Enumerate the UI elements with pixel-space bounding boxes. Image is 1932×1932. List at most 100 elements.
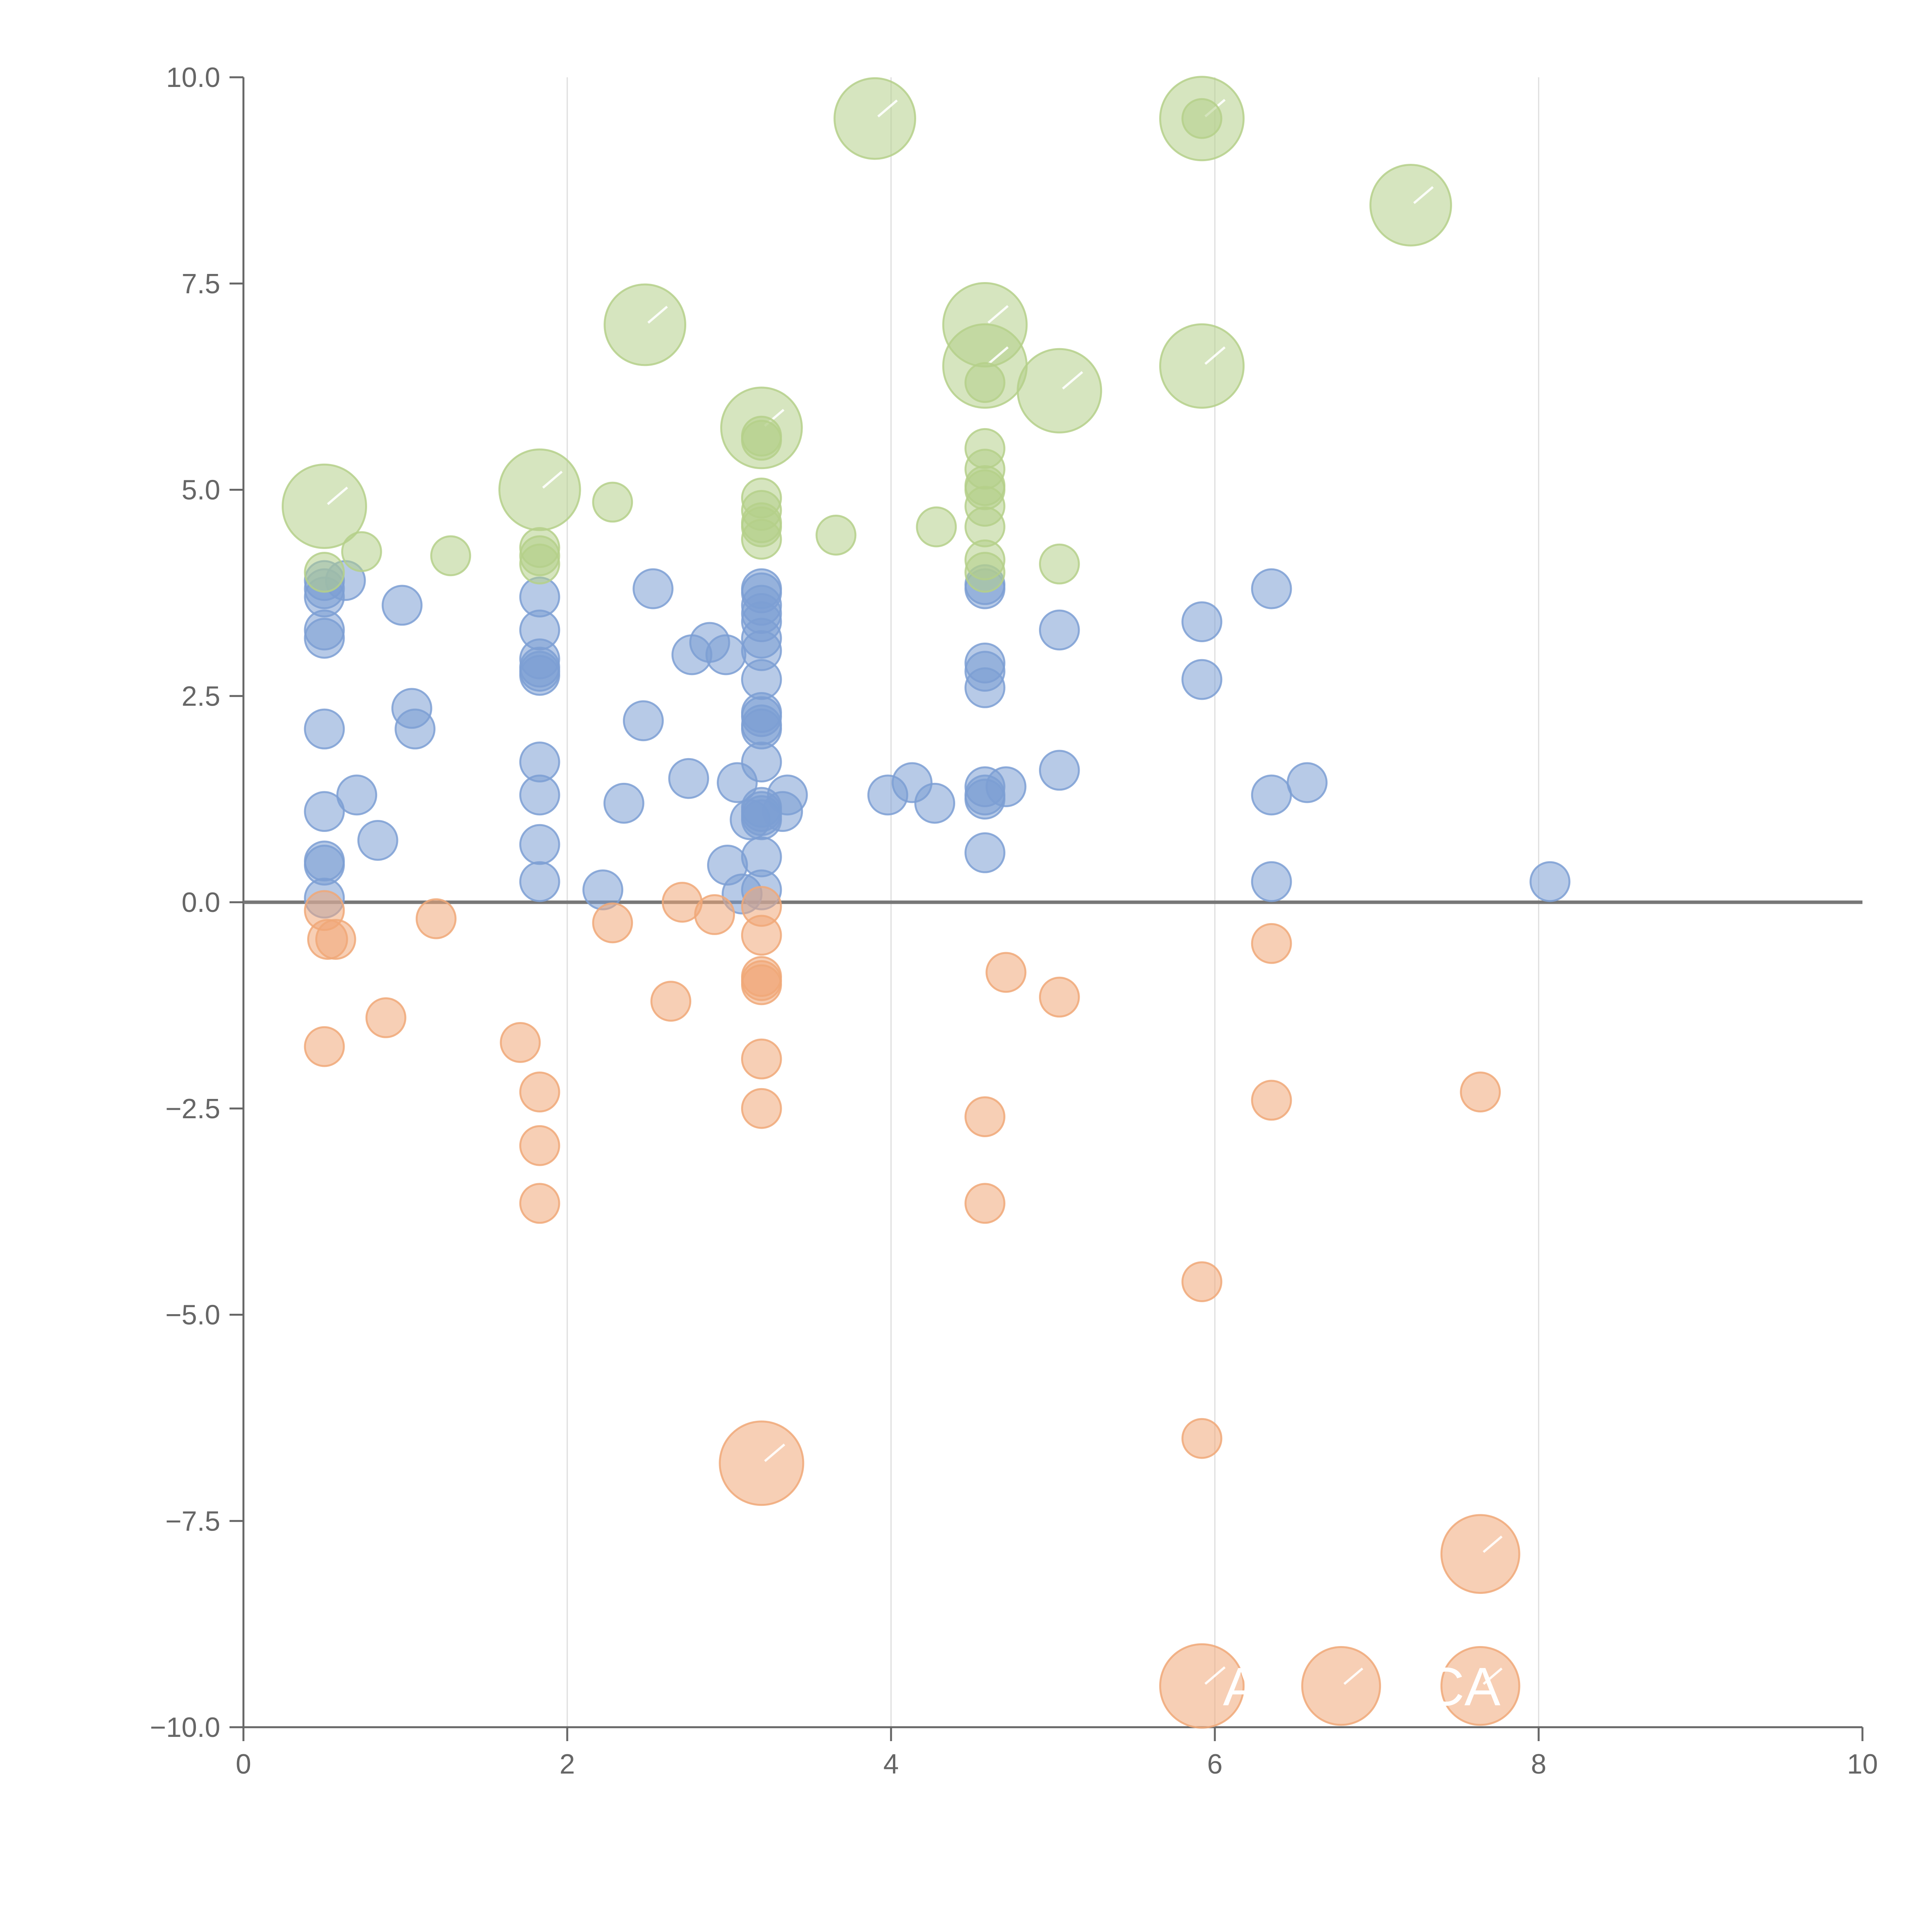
- bubble-point: [741, 420, 782, 461]
- bubble-leader-line: [987, 346, 1009, 365]
- y-tick-label: −10.0: [150, 1712, 220, 1743]
- bubble-point: [741, 1038, 782, 1080]
- y-tick-label: 0.0: [182, 887, 220, 918]
- bubble-point: [1440, 1514, 1520, 1594]
- bubble-point: [815, 515, 857, 556]
- bubble-point: [964, 832, 1005, 873]
- bubble-point: [304, 1026, 345, 1067]
- bubble-point: [1039, 750, 1080, 791]
- bubble-point: [381, 585, 423, 626]
- bubble-leader-line: [1204, 1666, 1226, 1685]
- bubble-leader-line: [327, 486, 348, 505]
- bubble-point: [304, 791, 345, 832]
- bubble-point: [519, 1183, 560, 1224]
- bubble-leader-line: [1483, 1667, 1503, 1685]
- bubble-point: [985, 952, 1027, 993]
- bubble-point: [1460, 1071, 1501, 1112]
- bubble-point: [415, 898, 457, 939]
- bubble-leader-line: [877, 99, 898, 117]
- bubble-point: [1181, 659, 1223, 700]
- bubble-point: [519, 655, 560, 696]
- bubble-point: [315, 919, 356, 960]
- bubble-point: [341, 531, 382, 572]
- bubble-leader-line: [1062, 371, 1083, 390]
- x-tick-label: 2: [560, 1749, 575, 1780]
- bubble-point: [519, 774, 560, 816]
- bubble-point: [767, 774, 808, 816]
- bubble-point: [964, 552, 1005, 593]
- bubble-point: [1529, 861, 1571, 902]
- bubble-point: [1286, 762, 1328, 803]
- bubble-point: [395, 708, 436, 750]
- bubble-point: [1159, 1643, 1245, 1729]
- bubble-point: [519, 861, 560, 902]
- bubble-point: [365, 997, 406, 1038]
- bubble-point: [1251, 568, 1292, 609]
- bubble-point: [668, 758, 709, 799]
- bubble-point: [1251, 923, 1292, 964]
- bubble-point: [1181, 1418, 1223, 1459]
- bubble-point: [985, 766, 1027, 807]
- axis-layer: −10.0 −7.5 −5.0 −2.5 0.0 2.5 5.0 7.5 10.0 0 2 4 6 8 10: [150, 62, 1878, 1780]
- bubble-point: [1017, 348, 1102, 434]
- bubble-point: [304, 552, 345, 593]
- bubble-leader-line: [1343, 1667, 1364, 1685]
- x-tick-label: 0: [236, 1749, 251, 1780]
- bubble-point: [604, 283, 687, 366]
- bubble-point: [964, 667, 1005, 708]
- bubble-point: [914, 782, 956, 824]
- bubble-leader-line: [1413, 186, 1434, 204]
- bubble-leader-line: [1204, 346, 1226, 365]
- bubble-point: [705, 634, 747, 675]
- bubble-point: [1039, 609, 1080, 651]
- y-tick-label: 5.0: [182, 475, 220, 506]
- bubble-point: [916, 506, 957, 548]
- bubble-point: [964, 1096, 1005, 1138]
- bubble-point: [719, 1420, 804, 1506]
- bubble-point: [519, 1071, 560, 1112]
- bubble-point: [833, 77, 917, 160]
- bubble-point: [741, 519, 782, 560]
- bubble-leader-line: [542, 471, 563, 489]
- bubble-point: [964, 362, 1005, 403]
- bubble-annotation-label: CA: [1425, 1656, 1501, 1717]
- bubble-point: [519, 543, 560, 585]
- bubble-annotation-label: A: [1223, 1656, 1259, 1717]
- bubble-leader-line: [764, 1443, 786, 1462]
- bubble-point: [741, 964, 782, 1005]
- bubble-point: [1301, 1646, 1381, 1726]
- bubble-point: [336, 774, 378, 816]
- y-tick-label: 10.0: [166, 62, 220, 93]
- bubble-point: [741, 742, 782, 782]
- bubble-point: [1440, 1646, 1520, 1726]
- x-tick-label: 8: [1531, 1749, 1546, 1780]
- bubble-point: [519, 824, 560, 865]
- bubble-layer: [282, 76, 1571, 1729]
- label-layer: A CA: [1223, 1656, 1501, 1717]
- bubble-point: [741, 915, 782, 956]
- y-tick-label: −5.0: [165, 1300, 220, 1331]
- bubble-point: [592, 481, 633, 523]
- bubble-point: [741, 1088, 782, 1129]
- bubble-point: [498, 448, 581, 531]
- bubble-point: [1369, 164, 1452, 247]
- bubble-point: [500, 1022, 541, 1063]
- bubble-point: [603, 782, 645, 824]
- bubble-point: [694, 894, 735, 935]
- bubble-leader-line: [987, 305, 1009, 324]
- x-tick-label: 10: [1847, 1749, 1878, 1780]
- bubble-point: [357, 820, 398, 861]
- y-tick-label: 7.5: [182, 269, 220, 299]
- y-tick-label: 2.5: [182, 681, 220, 712]
- bubble-point: [650, 981, 692, 1022]
- bubble-point: [1159, 323, 1245, 409]
- bubble-leader-line: [647, 306, 668, 324]
- bubble-point: [1181, 601, 1223, 642]
- bubble-point: [1039, 976, 1080, 1018]
- bubble-point: [1251, 861, 1292, 902]
- bubble-point: [592, 902, 633, 944]
- bubble-point: [304, 708, 345, 750]
- bubble-point: [430, 535, 471, 577]
- bubble-point: [964, 1183, 1005, 1224]
